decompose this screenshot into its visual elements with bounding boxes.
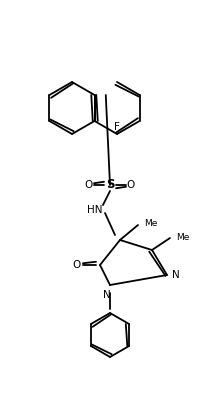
Text: HN: HN xyxy=(87,205,103,215)
Text: F: F xyxy=(114,122,120,132)
Text: Me: Me xyxy=(144,218,157,228)
Text: O: O xyxy=(85,180,93,190)
Text: O: O xyxy=(73,260,81,270)
Text: N: N xyxy=(103,290,111,300)
Text: Me: Me xyxy=(176,233,189,243)
Text: O: O xyxy=(127,180,135,190)
Text: S: S xyxy=(106,178,114,191)
Text: N: N xyxy=(172,270,180,280)
